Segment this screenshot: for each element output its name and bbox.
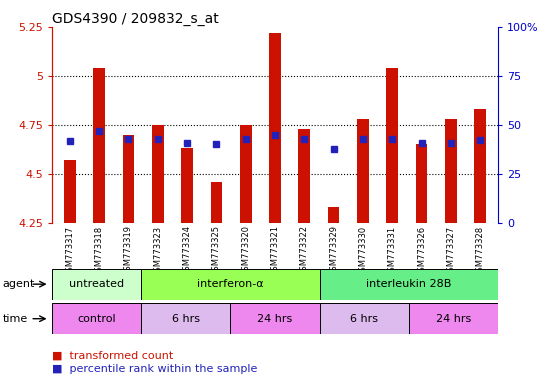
- Bar: [445, 119, 456, 223]
- Bar: [269, 33, 281, 223]
- Bar: [52, 303, 141, 334]
- Text: 6 hrs: 6 hrs: [350, 314, 378, 324]
- Text: 6 hrs: 6 hrs: [172, 314, 200, 324]
- Bar: [386, 68, 398, 223]
- Text: 24 hrs: 24 hrs: [436, 314, 471, 324]
- Bar: [230, 303, 320, 334]
- Bar: [152, 125, 164, 223]
- Bar: [94, 68, 105, 223]
- Bar: [320, 269, 498, 300]
- Text: control: control: [78, 314, 116, 324]
- Text: interferon-α: interferon-α: [197, 279, 264, 289]
- Bar: [240, 125, 251, 223]
- Bar: [320, 303, 409, 334]
- Text: agent: agent: [3, 279, 35, 289]
- Bar: [141, 303, 230, 334]
- Text: GDS4390 / 209832_s_at: GDS4390 / 209832_s_at: [52, 12, 219, 25]
- Bar: [211, 182, 222, 223]
- Text: 24 hrs: 24 hrs: [257, 314, 293, 324]
- Bar: [416, 144, 427, 223]
- Bar: [123, 135, 134, 223]
- Bar: [474, 109, 486, 223]
- Bar: [299, 129, 310, 223]
- Bar: [141, 269, 320, 300]
- Bar: [181, 148, 193, 223]
- Bar: [357, 119, 369, 223]
- Bar: [328, 207, 339, 223]
- Bar: [64, 160, 76, 223]
- Text: ■  percentile rank within the sample: ■ percentile rank within the sample: [52, 364, 257, 374]
- Bar: [52, 269, 141, 300]
- Text: interleukin 28B: interleukin 28B: [366, 279, 452, 289]
- Text: time: time: [3, 314, 28, 324]
- Text: ■  transformed count: ■ transformed count: [52, 350, 173, 360]
- Bar: [409, 303, 498, 334]
- Text: untreated: untreated: [69, 279, 124, 289]
